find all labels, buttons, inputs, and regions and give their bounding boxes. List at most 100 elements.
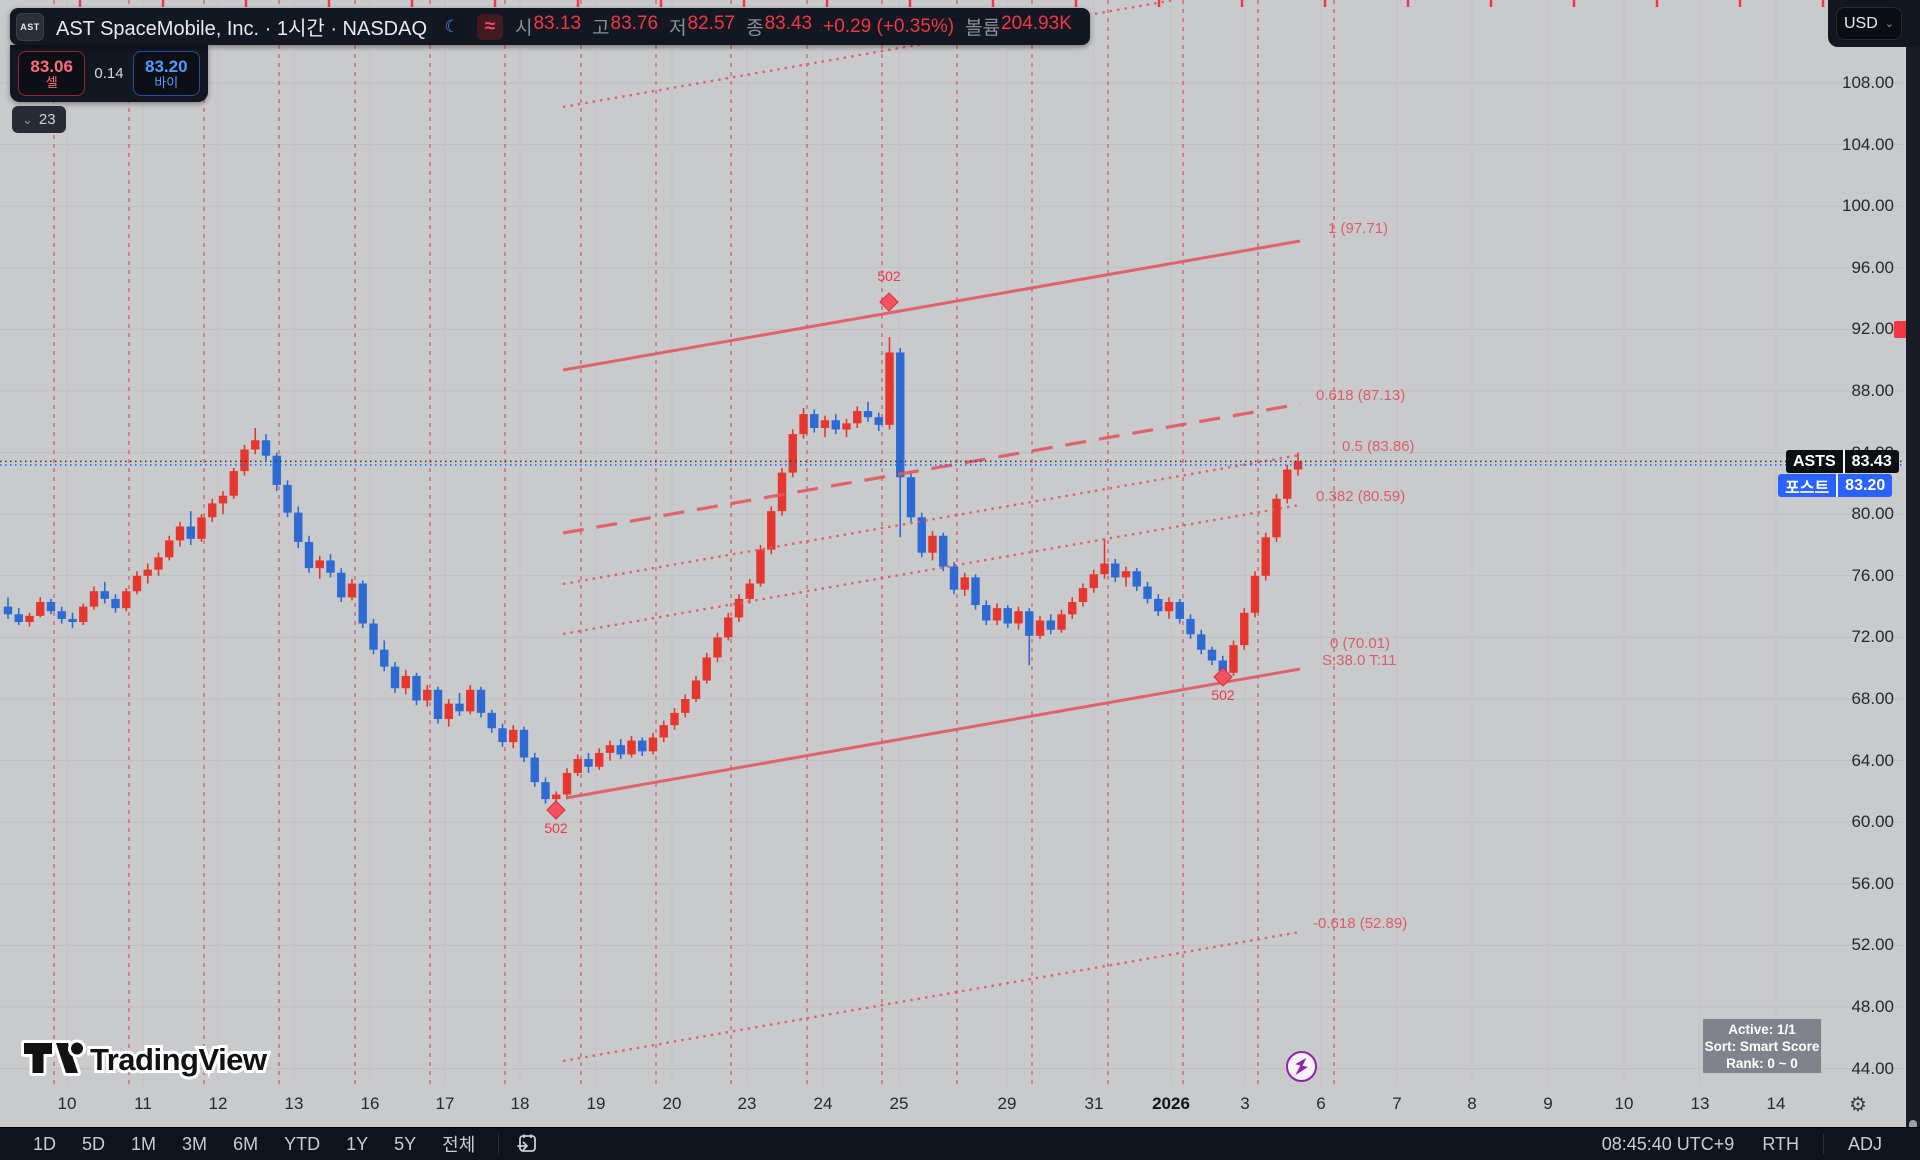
date-tick-23: 23 bbox=[737, 1094, 757, 1113]
candle-body bbox=[820, 420, 830, 428]
post-market-price-tag: 포스트 83.20 bbox=[1778, 474, 1893, 497]
tradingview-logo[interactable]: TradingView bbox=[20, 1034, 320, 1087]
candle-body bbox=[1143, 586, 1152, 599]
candle-body bbox=[1078, 588, 1088, 602]
date-tick-10: 10 bbox=[1614, 1094, 1634, 1113]
candle-body bbox=[1057, 614, 1066, 630]
price-tick-60: 60.00 bbox=[1851, 812, 1894, 832]
volume-field: 볼륨 204.93K bbox=[965, 13, 1072, 39]
buy-price: 83.20 bbox=[145, 56, 188, 76]
range-button-1Y[interactable]: 1Y bbox=[346, 1133, 369, 1154]
fib-channel-drawing[interactable]: 1 (97.71) 0.618 (87.13) 0.5 (83.86) 0.382 (… bbox=[562, 0, 1415, 1063]
right-scrollbar-track[interactable] bbox=[1906, 0, 1920, 1160]
fib-label: 0 (70.01) bbox=[1330, 635, 1390, 652]
candle-body bbox=[476, 689, 486, 713]
fib-line[interactable] bbox=[562, 453, 1301, 586]
clock-time[interactable]: 08:45:40 UTC+9 bbox=[1601, 1133, 1735, 1154]
candle-body bbox=[1164, 601, 1174, 612]
candles[interactable] bbox=[3, 337, 1303, 810]
range-button-1D[interactable]: 1D bbox=[33, 1133, 57, 1154]
signal-markers[interactable]: 502 502 502 bbox=[544, 268, 1235, 836]
candle-body bbox=[562, 772, 572, 795]
date-tick-2026: 2026 bbox=[1152, 1094, 1190, 1113]
range-button-전체[interactable]: 전체 bbox=[442, 1135, 476, 1155]
candle-body bbox=[36, 601, 45, 616]
fib-line[interactable] bbox=[565, 667, 1301, 800]
candle-body bbox=[433, 689, 443, 720]
candle-body bbox=[1175, 601, 1184, 619]
candle-body bbox=[788, 434, 797, 473]
symbol-title[interactable]: AST SpaceMobile, Inc. · 1시간 · NASDAQ bbox=[56, 18, 427, 40]
range-button-1M[interactable]: 1M bbox=[131, 1133, 157, 1154]
candle-body bbox=[466, 689, 475, 712]
session-divider-lines bbox=[53, 0, 1335, 1085]
range-button-5D[interactable]: 5D bbox=[82, 1133, 106, 1154]
range-button-3M[interactable]: 3M bbox=[182, 1133, 208, 1154]
indicators-collapse-chip[interactable]: ⌄ 23 bbox=[12, 106, 66, 133]
range-button-5Y[interactable]: 5Y bbox=[394, 1133, 417, 1154]
info-line-active: Active: 1/1 bbox=[1728, 1021, 1796, 1037]
fib-line[interactable] bbox=[562, 239, 1301, 372]
diamond-marker[interactable] bbox=[546, 800, 566, 820]
date-tick-19: 19 bbox=[586, 1094, 606, 1113]
fib-label: 0.5 (83.86) bbox=[1342, 438, 1415, 455]
lightning-badge[interactable] bbox=[1286, 1051, 1317, 1082]
top-session-ticks bbox=[78, 0, 1908, 7]
candle-body bbox=[1197, 634, 1206, 650]
price-tick-52: 52.00 bbox=[1851, 935, 1894, 955]
grid-lines bbox=[0, 82, 1904, 1070]
currency-label: USD bbox=[1844, 14, 1878, 32]
date-tick-3: 3 bbox=[1240, 1094, 1250, 1113]
fib-label: 1 (97.71) bbox=[1328, 220, 1388, 237]
candle-body bbox=[777, 472, 787, 512]
candle-body bbox=[68, 618, 77, 622]
range-buttons: 1D 5D 1M 3M 6M YTD 1Y 5Y 전체 bbox=[20, 1131, 488, 1157]
adjust-toggle[interactable]: ADJ bbox=[1847, 1133, 1882, 1154]
candle-body bbox=[272, 455, 281, 485]
buy-button[interactable]: 83.20 바이 bbox=[132, 51, 200, 96]
gear-icon[interactable]: ⚙ bbox=[1849, 1094, 1867, 1116]
date-tick-31: 31 bbox=[1084, 1094, 1104, 1113]
price-tick-64: 64.00 bbox=[1851, 750, 1894, 770]
fib-line[interactable] bbox=[562, 402, 1301, 535]
tradingview-logo-mark bbox=[21, 1039, 86, 1076]
candle-body bbox=[347, 583, 357, 598]
date-tick-12: 12 bbox=[208, 1094, 228, 1113]
currency-button[interactable]: USD ⌄ bbox=[1836, 7, 1902, 40]
candle-body bbox=[799, 414, 808, 435]
candle-body bbox=[251, 440, 260, 450]
go-to-date-icon[interactable] bbox=[515, 1132, 539, 1156]
tradingview-logo-text: TradingView bbox=[90, 1042, 268, 1077]
candle-body bbox=[25, 615, 34, 622]
symbol-logo: AST bbox=[16, 12, 44, 41]
fib-line[interactable] bbox=[562, 503, 1301, 636]
diamond-marker[interactable] bbox=[1213, 667, 1233, 687]
candle-body bbox=[1250, 575, 1260, 613]
candle-body bbox=[734, 598, 744, 618]
candle-body bbox=[928, 535, 937, 553]
date-tick-18: 18 bbox=[510, 1094, 530, 1113]
candle-body bbox=[423, 689, 432, 701]
range-button-6M[interactable]: 6M bbox=[233, 1133, 259, 1154]
sell-button[interactable]: 83.06 셀 bbox=[18, 51, 86, 96]
candle-body bbox=[1100, 563, 1109, 575]
candle-body bbox=[1154, 598, 1163, 612]
candle-body bbox=[315, 560, 324, 569]
session-toggle[interactable]: RTH bbox=[1762, 1133, 1799, 1154]
price-tick-92: 92.00 bbox=[1851, 319, 1894, 339]
chevron-down-icon: ⌄ bbox=[1884, 18, 1894, 30]
symbol-info-bar[interactable]: AST AST SpaceMobile, Inc. · 1시간 · NASDAQ… bbox=[10, 8, 1090, 45]
candle-body bbox=[100, 591, 109, 599]
candle-body bbox=[283, 484, 292, 513]
diamond-marker[interactable] bbox=[879, 292, 899, 312]
range-button-YTD[interactable]: YTD bbox=[284, 1133, 321, 1154]
candle-body bbox=[412, 675, 421, 701]
candle-body bbox=[584, 759, 593, 767]
candle-body bbox=[509, 729, 518, 743]
fib-line[interactable] bbox=[562, 930, 1301, 1063]
high-field: 고 83.76 bbox=[592, 13, 659, 39]
candle-body bbox=[874, 417, 883, 425]
price-tick-104: 104.00 bbox=[1842, 134, 1894, 154]
